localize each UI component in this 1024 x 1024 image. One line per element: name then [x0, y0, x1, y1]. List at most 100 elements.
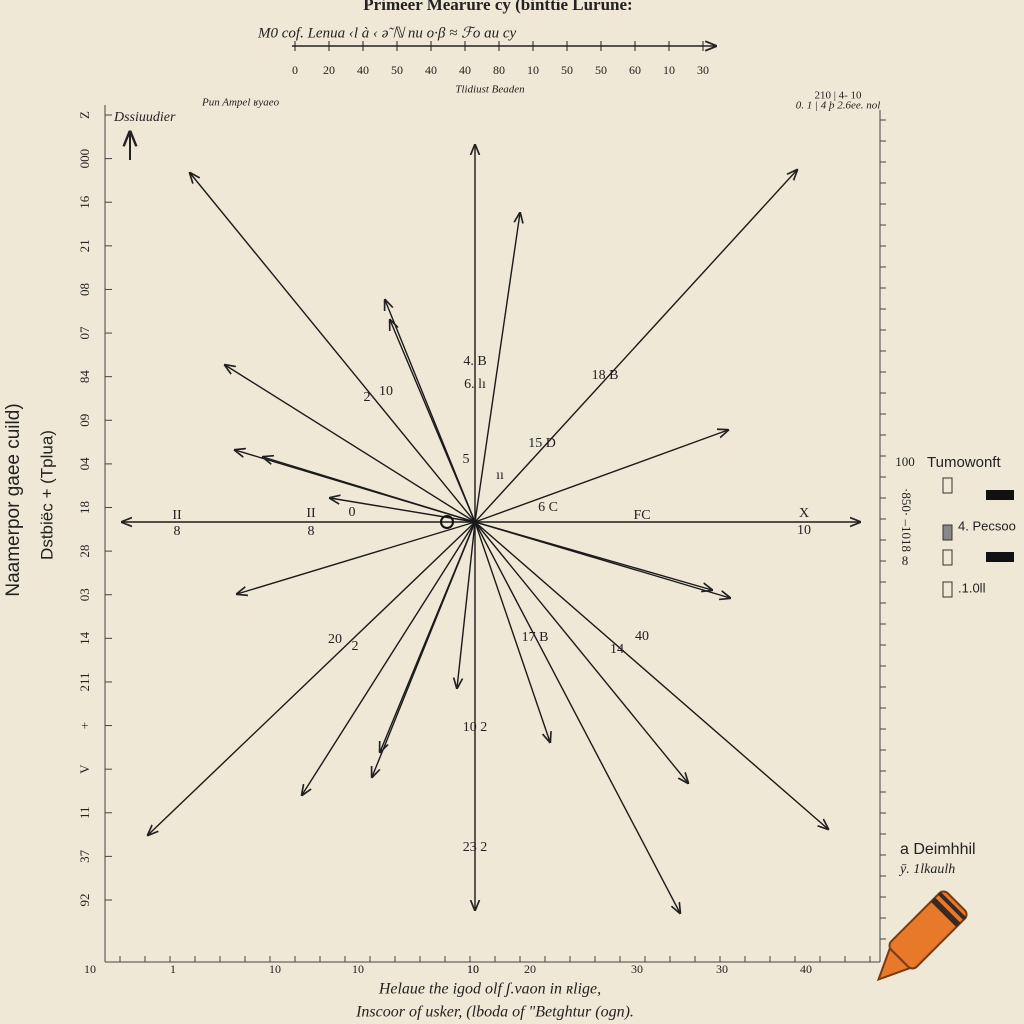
y-tick-label: 03: [77, 588, 92, 601]
scale-tick-label: 50: [391, 63, 403, 77]
vector-arrow: [390, 320, 476, 523]
scale-tick-label: 10: [663, 63, 675, 77]
y-tick-label: 92: [77, 894, 92, 907]
arrow-label: 8: [174, 524, 181, 539]
y-tick-label: 000: [77, 149, 92, 169]
y-subtitle: Dstbiëc + (Tplua): [37, 430, 56, 560]
vector-arrow: [474, 521, 680, 913]
arrow-label: 23 2: [463, 840, 488, 855]
arrow-label: 4. B: [463, 354, 486, 369]
legend-swatch: [942, 581, 953, 598]
vector-arrow: [237, 521, 476, 594]
y-tick-label: 16: [77, 195, 92, 209]
y-title: Naamerpor gaee cuild): [3, 403, 24, 596]
arrow-label: 2: [364, 390, 371, 405]
right-axis-label: 8: [902, 553, 909, 568]
x-tick-label: 1: [170, 962, 176, 976]
y-tick-label: V: [77, 764, 92, 774]
left-heading: Dssiuudier: [113, 110, 176, 125]
vector-arrow: [302, 521, 476, 795]
corner-text: ȳ. 1lkaulh: [898, 862, 955, 877]
x-tick-label: 10: [269, 962, 281, 976]
arrow-label: 6. lı: [464, 377, 486, 392]
scale-tick-label: 0: [292, 63, 298, 77]
scale-tick-label: 60: [629, 63, 641, 77]
caption: Inscoor of usker, (lboda of "Betghtur (o…: [355, 1004, 634, 1021]
arrow-label: II: [306, 506, 316, 521]
arrow-label: FC: [633, 508, 650, 523]
x-tick-label: 30: [631, 962, 643, 976]
vector-arrow: [474, 430, 728, 523]
arrow-label: 2: [352, 639, 359, 654]
scale-tick-label: 40: [357, 63, 369, 77]
arrow-label: 10: [797, 523, 811, 538]
arrow-label: 10: [379, 384, 393, 399]
arrow-label: 18 B: [592, 368, 619, 383]
vector-arrow: [474, 521, 550, 742]
vector-arrow: [190, 173, 476, 523]
title: Primeer Mearure cy (binttie Lurune:: [363, 0, 632, 14]
x-tick-label: 10: [467, 962, 479, 976]
arrow-label: 0: [349, 505, 356, 520]
vector-arrow: [474, 213, 520, 523]
y-tick-label: 211: [77, 672, 92, 691]
scale-tick-label: 40: [425, 63, 437, 77]
y-tick-label: 84: [77, 370, 92, 384]
arrow-label: 5: [463, 452, 470, 467]
arrow-label: II: [172, 508, 182, 523]
y-tick-label: 08: [77, 283, 92, 296]
right-axis-label: ·850· –1018: [899, 488, 914, 552]
x-tick-label: 20: [524, 962, 536, 976]
arrow-label: 14: [610, 642, 624, 657]
arrow-label: 8: [308, 524, 315, 539]
y-tick-label: 07: [77, 326, 92, 340]
caption: Helaue the igod olf ʃ.vaon in ʀlige,: [378, 981, 601, 998]
x-tick-label: 10: [352, 962, 364, 976]
x-tick-label: 10: [467, 962, 479, 976]
vector-arrow: [457, 521, 476, 688]
legend-swatch: [942, 549, 953, 566]
vector-arrow: [380, 521, 476, 752]
scale-tick-label: 20: [323, 63, 335, 77]
legend-title: Tumowonft: [927, 454, 1001, 471]
vector-arrow: [474, 521, 712, 590]
scale-caption: Tlidiust Beaden: [455, 84, 525, 96]
x-tick-label: 40: [800, 962, 812, 976]
arrow-label: 40: [635, 629, 649, 644]
vector-arrow: [474, 170, 797, 523]
scale-tick-label: 50: [595, 63, 607, 77]
y-tick-label: +: [77, 722, 92, 729]
vector-arrow: [263, 457, 476, 523]
right-axis-label: 100: [895, 454, 915, 469]
legend-bar: [986, 552, 1014, 562]
y-tick-label: Z: [77, 111, 92, 119]
y-tick-label: 09: [77, 414, 92, 427]
legend-swatch: [942, 524, 953, 541]
vector-arrow: [474, 521, 688, 783]
vector-arrow: [225, 365, 476, 523]
legend-entry: .1.0ll: [958, 580, 986, 595]
y-tick-label: 18: [77, 501, 92, 514]
scale-tick-label: 10: [527, 63, 539, 77]
arrow-label: 17 B: [522, 630, 549, 645]
crayon-icon: [876, 890, 968, 982]
legend-entry: 4. Pecsoo: [958, 518, 1016, 533]
vector-arrow: [474, 521, 828, 829]
left-subheading: Pun Ampel ʁyaeo: [201, 97, 280, 109]
vector-arrow: [148, 521, 476, 835]
right-note: 210 | 4- 10: [814, 90, 862, 102]
y-tick-label: 21: [77, 239, 92, 252]
x-tick-label: 10: [84, 962, 96, 976]
x-tick-label: 30: [716, 962, 728, 976]
y-tick-label: 14: [77, 631, 92, 645]
right-note: 0. 1 | 4 þ 2.6ee. nol: [796, 100, 881, 112]
scale-tick-label: 50: [561, 63, 573, 77]
arrow-label: 6 C: [538, 500, 558, 515]
arrow-label: 20: [328, 632, 342, 647]
y-tick-label: 11: [77, 807, 92, 820]
scale-tick-label: 40: [459, 63, 471, 77]
y-tick-label: 37: [77, 849, 92, 863]
arrow-label: 10 2: [463, 720, 488, 735]
scale-tick-label: 30: [697, 63, 709, 77]
